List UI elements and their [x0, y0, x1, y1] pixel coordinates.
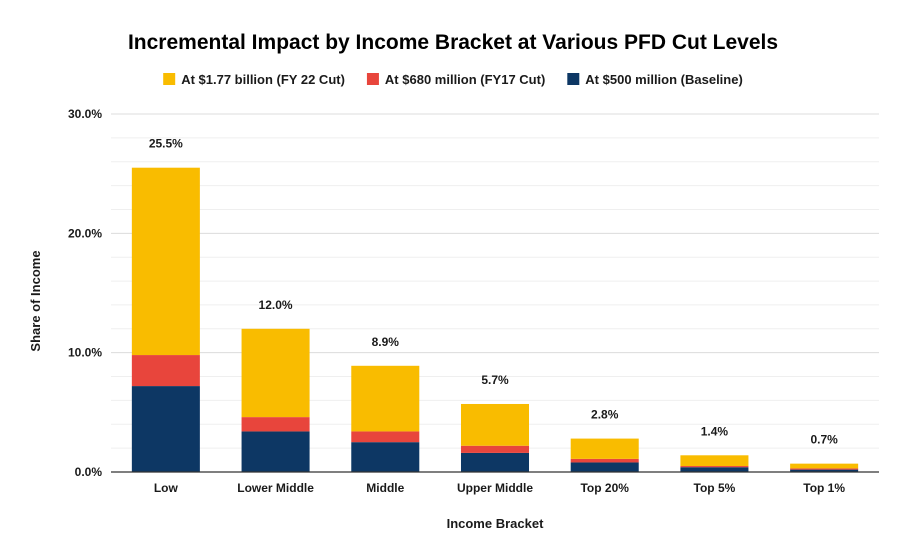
- bar-segment: [570, 462, 639, 472]
- y-tick-label: 30.0%: [68, 107, 102, 121]
- x-tick-label: Top 1%: [803, 481, 845, 495]
- bar-segment: [680, 455, 749, 467]
- bar-segment: [570, 458, 639, 463]
- bar-segment: [790, 468, 859, 470]
- chart-data-labels: 25.5% 12.0% 8.9% 5.7% 2.8% 1.4% 0.7%: [149, 137, 838, 447]
- bar-segment: [790, 469, 859, 472]
- bar-segment: [680, 467, 749, 472]
- x-tick-label: Lower Middle: [237, 481, 314, 495]
- x-axis-ticks: Low Lower Middle Middle Upper Middle Top 20%…: [154, 481, 846, 495]
- bar-total-label: 5.7%: [481, 373, 509, 387]
- chart-gridlines: [111, 113, 879, 449]
- x-tick-label: Top 5%: [694, 481, 736, 495]
- x-tick-label: Low: [154, 481, 179, 495]
- legend-label: At $1.77 billion (FY 22 Cut): [181, 72, 345, 87]
- bar-segment: [131, 386, 200, 472]
- bar-segment: [790, 463, 859, 469]
- bar-segment: [570, 438, 639, 459]
- bar-total-label: 12.0%: [259, 298, 293, 312]
- chart-legend: At $1.77 billion (FY 22 Cut) At $680 mill…: [163, 72, 743, 87]
- legend-label: At $500 million (Baseline): [585, 72, 743, 87]
- legend-swatch: [567, 73, 580, 85]
- bar-segment: [241, 431, 310, 472]
- chart-title: Incremental Impact by Income Bracket at …: [128, 31, 778, 54]
- bar-segment: [680, 466, 749, 468]
- bar-segment: [351, 431, 420, 443]
- y-axis-title: Share of Income: [28, 250, 43, 351]
- bar-segment: [351, 442, 420, 472]
- y-axis-ticks: 0.0% 10.0% 20.0% 30.0%: [68, 107, 102, 479]
- legend-label: At $680 million (FY17 Cut): [385, 72, 545, 87]
- bar-segment: [351, 365, 420, 432]
- bar-segment: [241, 328, 310, 418]
- bar-segment: [460, 445, 530, 453]
- y-tick-label: 10.0%: [68, 346, 102, 360]
- x-tick-label: Middle: [366, 481, 404, 495]
- legend-swatch: [163, 73, 176, 85]
- bar-segment: [460, 403, 530, 446]
- y-tick-label: 20.0%: [68, 226, 102, 240]
- bar-total-label: 8.9%: [372, 335, 400, 349]
- bar-total-label: 0.7%: [810, 433, 838, 447]
- bar-total-label: 1.4%: [701, 424, 729, 438]
- bar-total-label: 2.8%: [591, 408, 619, 422]
- bar-segment: [131, 355, 200, 387]
- x-tick-label: Upper Middle: [457, 481, 533, 495]
- bar-segment: [241, 417, 310, 432]
- x-tick-label: Top 20%: [580, 481, 629, 495]
- bar-total-label: 25.5%: [149, 137, 183, 151]
- legend-swatch: [366, 73, 379, 85]
- bar-segment: [131, 167, 200, 356]
- bar-segment: [460, 452, 530, 472]
- chart-bars: [131, 167, 859, 472]
- x-axis-title: Income Bracket: [447, 516, 544, 531]
- y-tick-label: 0.0%: [75, 465, 103, 479]
